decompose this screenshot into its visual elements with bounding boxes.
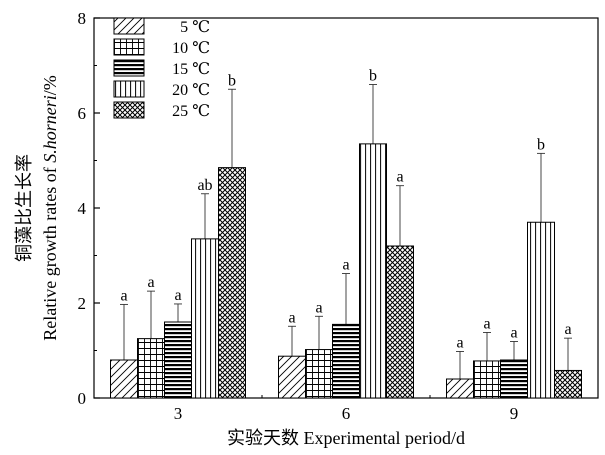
legend-swatch [113,38,145,56]
y-axis-title-en-suffix: /% [40,75,60,95]
significance-label: ab [197,177,212,194]
bar [554,369,582,399]
bar [218,167,246,399]
y-axis-title: Relative growth rates of S.horneri/% [40,75,60,340]
x-tick-label: 3 [174,404,183,423]
y-tick-label: 6 [78,104,87,123]
significance-label: a [483,315,490,332]
significance-label: b [228,72,236,89]
significance-label: a [147,274,154,291]
legend-label: 15 ℃ [172,61,210,78]
y-tick-label: 2 [78,294,87,313]
bar [137,338,165,399]
significance-label: a [510,324,517,341]
y-axis: 0 2 4 6 8 [78,9,100,408]
significance-label: a [120,287,127,304]
bar [386,245,414,399]
significance-label: a [342,257,349,274]
bar [110,359,138,399]
significance-label: a [288,309,295,326]
bar [359,143,387,399]
legend-label: 5 ℃ [180,19,210,36]
legend: 5 ℃ 10 ℃ 15 ℃ 20 ℃ 25 ℃ [113,17,210,120]
x-tick-label: 9 [510,404,519,423]
y-tick-label: 8 [78,9,87,28]
bar [446,378,474,399]
legend-swatch [113,80,145,98]
y-axis-title-cn: 铜藻比生长率 [14,154,34,262]
bar [500,359,528,399]
y-tick-label: 4 [78,199,87,218]
significance-label: b [537,136,545,153]
bar [473,360,501,399]
bar [527,221,555,399]
bar [305,349,333,399]
legend-swatch [113,59,145,77]
significance-label: a [315,299,322,316]
legend-swatch [113,17,145,35]
x-tick-label: 6 [342,404,351,423]
bar [191,238,219,399]
significance-label: a [456,334,463,351]
legend-label: 10 ℃ [172,40,210,57]
legend-label: 25 ℃ [172,103,210,120]
bar [332,323,360,399]
y-tick-label: 0 [78,389,87,408]
significance-label: a [174,287,181,304]
significance-label: a [564,321,571,338]
significance-label: a [396,169,403,186]
x-axis-title: 实验天数 Experimental period/d [227,428,465,448]
legend-label: 20 ℃ [172,82,210,99]
legend-swatch [113,101,145,119]
bar [278,355,306,399]
y-axis-title-en-prefix: Relative growth rates of [40,163,60,341]
bar [164,321,192,399]
significance-label: b [369,68,377,85]
y-axis-title-en-italic: S.horneri [40,95,60,163]
